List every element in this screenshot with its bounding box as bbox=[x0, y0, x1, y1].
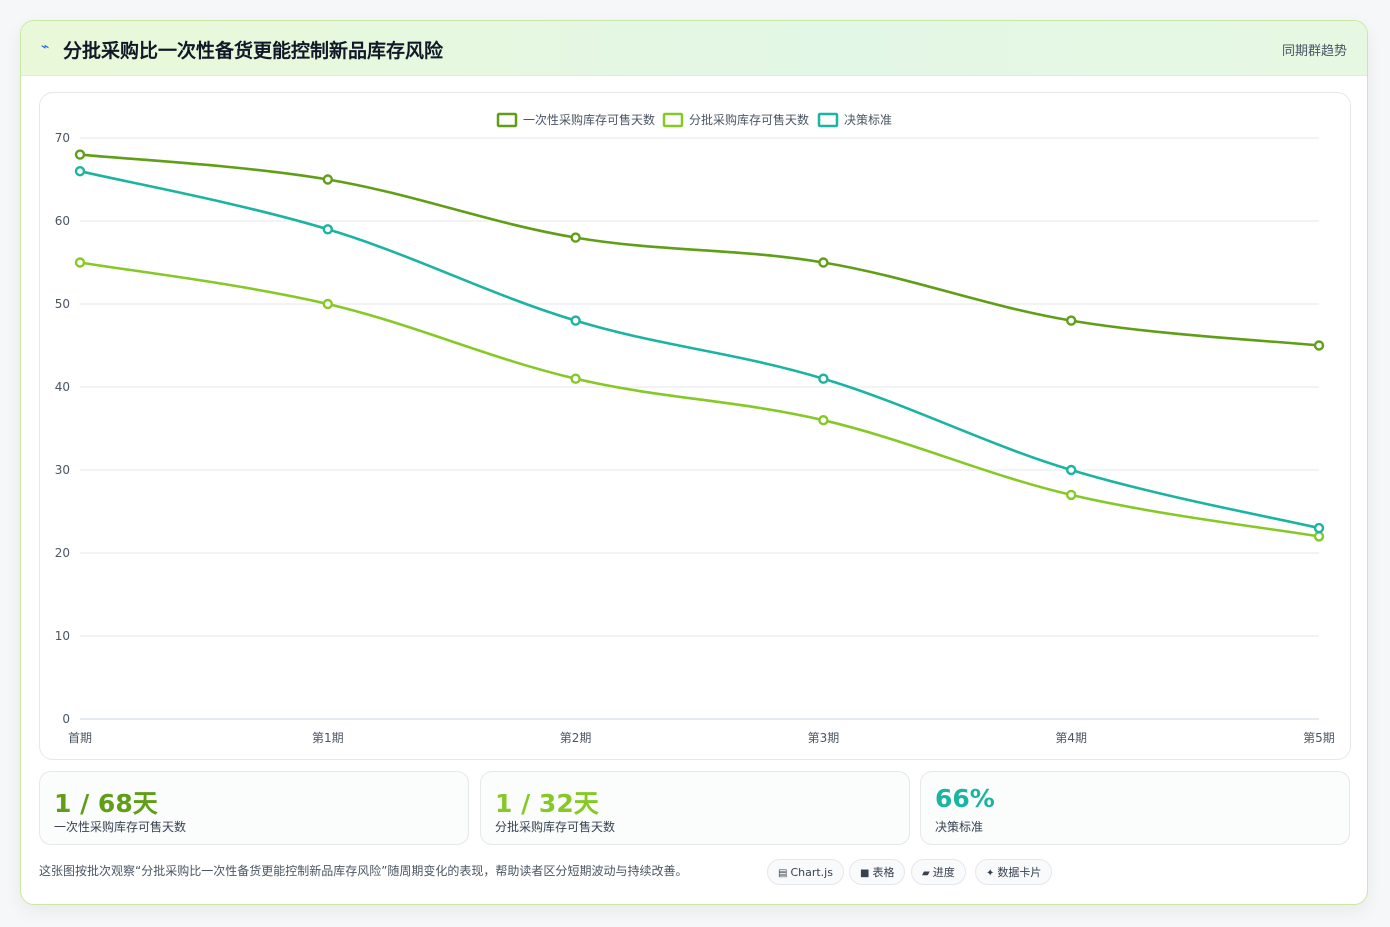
chart-card: ⌁ 分批采购比一次性备货更能控制新品库存风险 同期群趋势 0 10 20 30 40 50… bbox=[20, 20, 1368, 905]
chip-chartjs[interactable]: ▤ Chart.js bbox=[767, 859, 844, 885]
chart-icon: ▤ bbox=[778, 868, 788, 879]
x-tick-label: 第3期 bbox=[808, 731, 840, 745]
stat-card-2: 1 / 32天 分批采购库存可售天数 bbox=[480, 771, 910, 845]
header-badge: 同期群趋势 bbox=[1281, 44, 1347, 59]
stat-value: 1 / 32天 bbox=[495, 789, 599, 818]
chip-table[interactable]: ■ 表格 bbox=[849, 859, 906, 885]
stat-value: 1 / 68天 bbox=[54, 789, 158, 818]
footer-note: 这张图按批次观察“分批采购比一次性备货更能控制新品库存风险”随周期变化的表现，帮… bbox=[39, 864, 688, 878]
page-title: 分批采购比一次性备货更能控制新品库存风险 bbox=[63, 40, 444, 62]
legend-swatch bbox=[817, 112, 839, 128]
data-point bbox=[322, 224, 333, 235]
stat-label: 决策标准 bbox=[935, 820, 984, 834]
data-point bbox=[570, 232, 581, 243]
chip-data-card[interactable]: ✦ 数据卡片 bbox=[975, 859, 1053, 885]
card-header: ⌁ 分批采购比一次性备货更能控制新品库存风险 同期群趋势 bbox=[21, 21, 1367, 76]
y-tick-label: 70 bbox=[55, 131, 70, 145]
stat-card-3: 66% 决策标准 bbox=[920, 771, 1350, 845]
trend-icon: ⌁ bbox=[41, 39, 50, 55]
data-point bbox=[1065, 489, 1077, 501]
legend-swatch bbox=[496, 112, 518, 128]
progress-icon: ▰ bbox=[922, 868, 930, 879]
chart-panel: 0 10 20 30 40 50 60 70 首期 第1期 第2期 第3期 第4期 第5期 一次性采购库存可… bbox=[39, 92, 1351, 760]
data-point bbox=[570, 315, 581, 326]
legend-label: 一次性采购库存可售天数 bbox=[523, 112, 655, 127]
y-tick-label: 60 bbox=[55, 214, 70, 228]
data-point bbox=[74, 257, 86, 268]
data-point bbox=[1065, 464, 1077, 476]
chip-label: Chart.js bbox=[790, 866, 833, 879]
y-tick-label: 30 bbox=[55, 463, 70, 477]
data-point bbox=[818, 415, 829, 426]
data-point bbox=[1065, 315, 1077, 326]
stat-cards: 1 / 68天 一次性采购库存可售天数 1 / 32天 分批采购库存可售天数 6… bbox=[39, 771, 1351, 845]
data-point bbox=[818, 257, 829, 268]
data-point bbox=[1313, 531, 1325, 542]
series-line-2 bbox=[79, 261, 1320, 538]
legend-label: 分批采购库存可售天数 bbox=[689, 112, 809, 127]
legend-swatch bbox=[662, 112, 684, 128]
stat-label: 分批采购库存可售天数 bbox=[495, 820, 616, 834]
y-tick-label: 40 bbox=[55, 380, 70, 394]
stat-value: 66% bbox=[935, 784, 995, 813]
data-point bbox=[74, 149, 86, 160]
y-tick-label: 20 bbox=[55, 546, 70, 560]
table-icon: ■ bbox=[860, 868, 870, 879]
chip-label: 数据卡片 bbox=[997, 866, 1042, 879]
data-point bbox=[818, 373, 829, 384]
data-point bbox=[322, 174, 333, 185]
sparkle-icon: ✦ bbox=[986, 868, 995, 879]
y-tick-label: 10 bbox=[55, 629, 70, 643]
series-line-3 bbox=[79, 169, 1320, 530]
line-chart: 0 10 20 30 40 50 60 70 首期 第1期 第2期 第3期 第4期 第5期 一次性采购库存可… bbox=[55, 112, 1335, 745]
stat-card-1: 1 / 68天 一次性采购库存可售天数 bbox=[39, 771, 469, 845]
chip-label: 表格 bbox=[872, 866, 895, 879]
stat-label: 一次性采购库存可售天数 bbox=[54, 820, 187, 834]
x-tick-label: 第4期 bbox=[1055, 731, 1087, 745]
chip-label: 进度 bbox=[932, 866, 955, 879]
data-point bbox=[1313, 340, 1325, 351]
series-line-1 bbox=[79, 153, 1320, 347]
x-tick-label: 首期 bbox=[68, 731, 92, 745]
data-point bbox=[74, 165, 86, 177]
chip-progress[interactable]: ▰ 进度 bbox=[911, 859, 966, 885]
data-point bbox=[1313, 522, 1325, 534]
legend-label: 决策标准 bbox=[844, 113, 892, 127]
x-tick-label: 第2期 bbox=[560, 731, 592, 745]
data-point bbox=[570, 373, 581, 384]
y-tick-label: 0 bbox=[62, 712, 70, 726]
data-point bbox=[322, 298, 333, 310]
x-tick-label: 第1期 bbox=[312, 731, 344, 745]
x-tick-label: 第5期 bbox=[1303, 731, 1335, 745]
y-tick-label: 50 bbox=[55, 297, 70, 311]
